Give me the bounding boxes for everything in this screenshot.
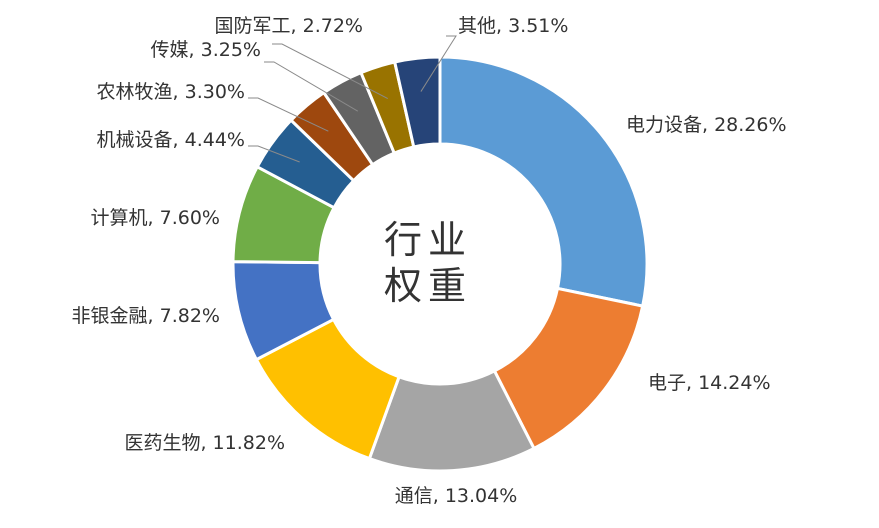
slice-label-10: 国防军工, 2.72% (215, 15, 363, 37)
slice-labels: 电力设备, 28.26% 电子, 14.24% 通信, 13.04% 医药生物, 11… (72, 15, 787, 507)
donut-slices (231, 55, 649, 473)
donut-slice-1 (438, 55, 649, 308)
slice-label-7: 机械设备, 4.44% (97, 129, 245, 151)
slice-label-9: 传媒, 3.25% (151, 39, 261, 61)
slice-label-1: 电力设备, 28.26% (626, 114, 787, 136)
slice-label-2: 电子, 14.24% (648, 372, 771, 394)
leader-line-10 (272, 43, 388, 100)
center-label-line-1: 行业 (384, 218, 472, 262)
slice-label-3: 通信, 13.04% (395, 485, 518, 507)
slice-label-6: 计算机, 7.60% (91, 207, 220, 229)
leader-line-11 (420, 35, 457, 92)
slice-label-11: 其他, 3.51% (458, 15, 568, 37)
leader-line-7 (248, 145, 300, 163)
slice-label-5: 非银金融, 7.82% (72, 305, 220, 327)
slice-label-4: 医药生物, 11.82% (124, 432, 285, 454)
center-label-line-2: 权重 (384, 264, 472, 308)
leader-lines (248, 35, 457, 163)
leader-line-8 (248, 97, 329, 132)
slice-label-8: 农林牧渔, 3.30% (97, 81, 245, 103)
leader-line-9 (264, 61, 359, 112)
